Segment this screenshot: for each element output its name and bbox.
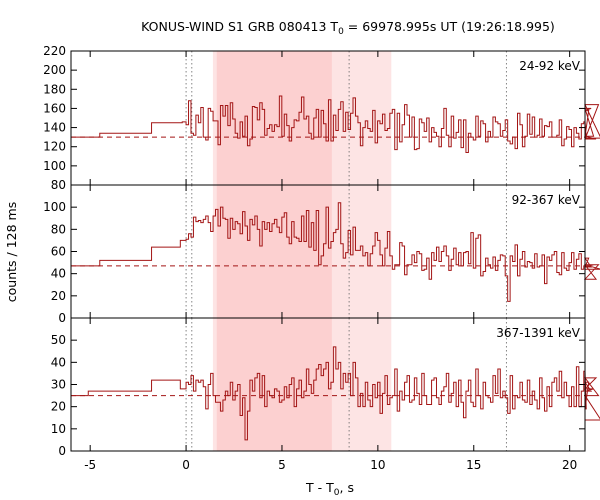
y-tick-label: 140 — [43, 121, 66, 135]
y-tick-label: 20 — [51, 289, 66, 303]
energy-band-label: 24-92 keV — [519, 59, 581, 73]
panel-3: 0 10 20 30 40 50 367-1391 keV — [51, 317, 600, 458]
y-tick-label: 10 — [51, 422, 66, 436]
shaded-interval — [216, 51, 332, 185]
panel-2: 0 20 40 60 80 100 92-367 keV — [43, 184, 600, 325]
x-axis-label: T - T0, s — [305, 480, 354, 498]
y-tick-label: 40 — [51, 355, 66, 369]
panel-1: 80 100 120 140 160 180 200 220 24-92 keV — [43, 44, 600, 192]
shaded-interval — [216, 185, 332, 318]
y-tick-label: 200 — [43, 63, 66, 77]
x-tick-label: 15 — [466, 458, 481, 472]
lightcurve-series — [71, 202, 600, 302]
x-tick-label: 20 — [562, 458, 577, 472]
y-tick-label: 50 — [51, 333, 66, 347]
y-tick-label: 80 — [51, 178, 66, 192]
y-tick-label: 20 — [51, 400, 66, 414]
lightcurve-series — [71, 95, 600, 153]
y-tick-label: 40 — [51, 267, 66, 281]
x-tick-label: 0 — [182, 458, 190, 472]
y-tick-label: 220 — [43, 44, 66, 58]
y-tick-label: 100 — [43, 159, 66, 173]
x-tick-label: 10 — [370, 458, 385, 472]
y-tick-label: 0 — [58, 444, 66, 458]
chart-title: KONUS-WIND S1 GRB 080413 T0 = 69978.995s… — [141, 19, 555, 37]
y-tick-label: 180 — [43, 82, 66, 96]
energy-band-label: 367-1391 keV — [496, 326, 580, 340]
y-tick-label: 30 — [51, 378, 66, 392]
y-tick-label: 80 — [51, 222, 66, 236]
y-tick-label: 100 — [43, 200, 66, 214]
y-tick-label: 120 — [43, 140, 66, 154]
y-tick-label: 0 — [58, 311, 66, 325]
energy-band-label: 92-367 keV — [512, 193, 581, 207]
x-tick-label: 5 — [278, 458, 286, 472]
shaded-interval — [216, 318, 332, 451]
y-tick-label: 60 — [51, 245, 66, 259]
y-tick-label: 160 — [43, 101, 66, 115]
lightcurve-series — [71, 346, 600, 441]
x-tick-label: -5 — [84, 458, 96, 472]
y-axis-label: counts / 128 ms — [4, 202, 19, 302]
